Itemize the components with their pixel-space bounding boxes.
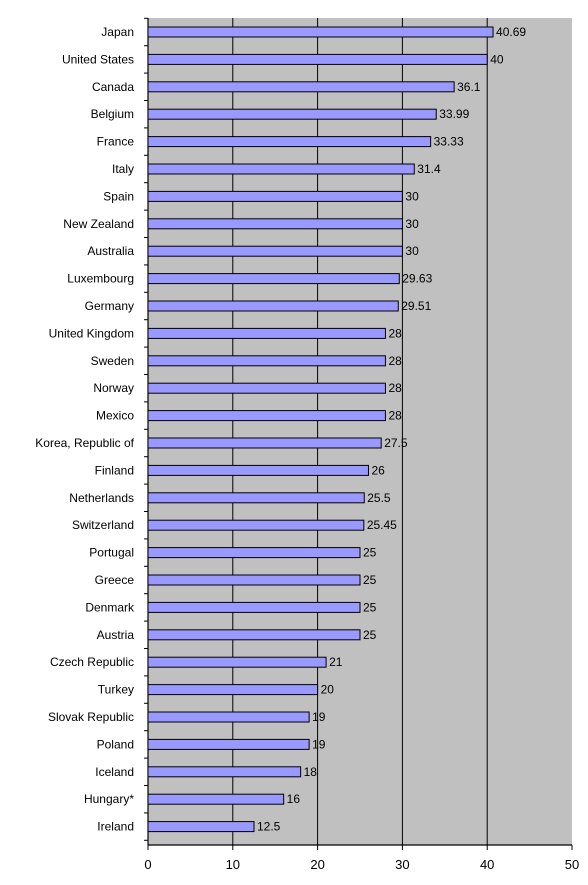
category-label: Canada	[92, 80, 134, 94]
category-label: Germany	[85, 299, 134, 313]
bar	[147, 629, 361, 641]
data-label: 40.69	[496, 25, 526, 39]
data-label: 33.99	[439, 107, 469, 121]
x-tick-label: 10	[226, 857, 240, 872]
data-label: 28	[388, 326, 402, 340]
data-label: 25	[363, 628, 377, 642]
data-label: 28	[388, 409, 402, 423]
bar	[147, 684, 319, 696]
plot-area	[148, 18, 572, 845]
category-label: Switzerland	[72, 518, 134, 532]
data-label: 20	[321, 683, 335, 697]
category-label: New Zealand	[63, 217, 134, 231]
bar	[147, 273, 400, 285]
data-label: 26	[371, 463, 385, 477]
bar	[147, 492, 365, 504]
category-label: Ireland	[97, 820, 134, 834]
data-label: 19	[312, 737, 326, 751]
bar	[147, 355, 386, 367]
category-label: Greece	[95, 573, 135, 587]
data-label: 33.33	[434, 135, 464, 149]
data-label: 25.45	[367, 518, 397, 532]
category-label: Finland	[95, 463, 134, 477]
category-label: Australia	[87, 244, 134, 258]
data-label: 16	[287, 792, 301, 806]
bar	[147, 190, 403, 202]
bar	[147, 218, 403, 230]
category-label: Norway	[93, 381, 134, 395]
bar	[147, 793, 285, 805]
data-label: 30	[405, 189, 419, 203]
data-label: 30	[405, 244, 419, 258]
category-label: Iceland	[95, 765, 134, 779]
data-label: 31.4	[417, 162, 441, 176]
bar	[147, 410, 386, 422]
bar	[147, 766, 302, 778]
bar	[147, 163, 415, 175]
bar	[147, 656, 327, 668]
data-label: 12.5	[257, 820, 281, 834]
x-tick-label: 20	[310, 857, 324, 872]
x-tick-label: 40	[480, 857, 494, 872]
bar	[147, 821, 255, 833]
data-label: 21	[329, 655, 343, 669]
data-label: 28	[388, 354, 402, 368]
category-label: Turkey	[98, 683, 134, 697]
category-label: Denmark	[85, 600, 135, 614]
data-label: 25	[363, 573, 377, 587]
data-label: 18	[304, 765, 318, 779]
category-label: Luxembourg	[67, 272, 134, 286]
bar	[147, 81, 455, 93]
bar	[147, 711, 310, 723]
category-label: Slovak Republic	[48, 710, 134, 724]
bar	[147, 26, 494, 38]
data-label: 29.63	[402, 272, 432, 286]
category-label: Korea, Republic of	[35, 436, 134, 450]
bar	[147, 136, 432, 148]
data-label: 25	[363, 546, 377, 560]
data-label: 19	[312, 710, 326, 724]
bar	[147, 738, 310, 750]
x-tick-label: 0	[144, 857, 151, 872]
data-label: 40	[490, 52, 504, 66]
bar	[147, 108, 437, 120]
category-label: Czech Republic	[50, 655, 134, 669]
category-label: Netherlands	[69, 491, 134, 505]
category-label: Sweden	[91, 354, 134, 368]
category-label: Italy	[112, 162, 134, 176]
bar	[147, 464, 369, 476]
category-label: Hungary*	[84, 792, 134, 806]
category-label: United States	[62, 52, 134, 66]
bar	[147, 547, 361, 559]
x-tick-label: 50	[565, 857, 579, 872]
data-label: 25	[363, 600, 377, 614]
bar	[147, 245, 403, 257]
bar	[147, 53, 488, 65]
category-label: Poland	[97, 737, 134, 751]
bar	[147, 327, 386, 339]
bar	[147, 574, 361, 586]
bar	[147, 437, 382, 449]
data-label: 30	[405, 217, 419, 231]
x-tick-label: 30	[395, 857, 409, 872]
bar	[147, 382, 386, 394]
category-label: Japan	[101, 25, 134, 39]
data-label: 27.5	[384, 436, 408, 450]
category-label: Mexico	[96, 409, 134, 423]
bar	[147, 519, 365, 531]
category-label: Austria	[97, 628, 135, 642]
data-label: 28	[388, 381, 402, 395]
category-label: France	[97, 135, 135, 149]
data-label: 25.5	[367, 491, 391, 505]
category-label: Portugal	[89, 546, 134, 560]
data-label: 36.1	[457, 80, 481, 94]
category-label: United Kingdom	[49, 326, 134, 340]
bar	[147, 300, 399, 312]
category-label: Belgium	[91, 107, 134, 121]
category-label: Spain	[103, 189, 134, 203]
data-label: 29.51	[401, 299, 431, 313]
bar	[147, 601, 361, 613]
